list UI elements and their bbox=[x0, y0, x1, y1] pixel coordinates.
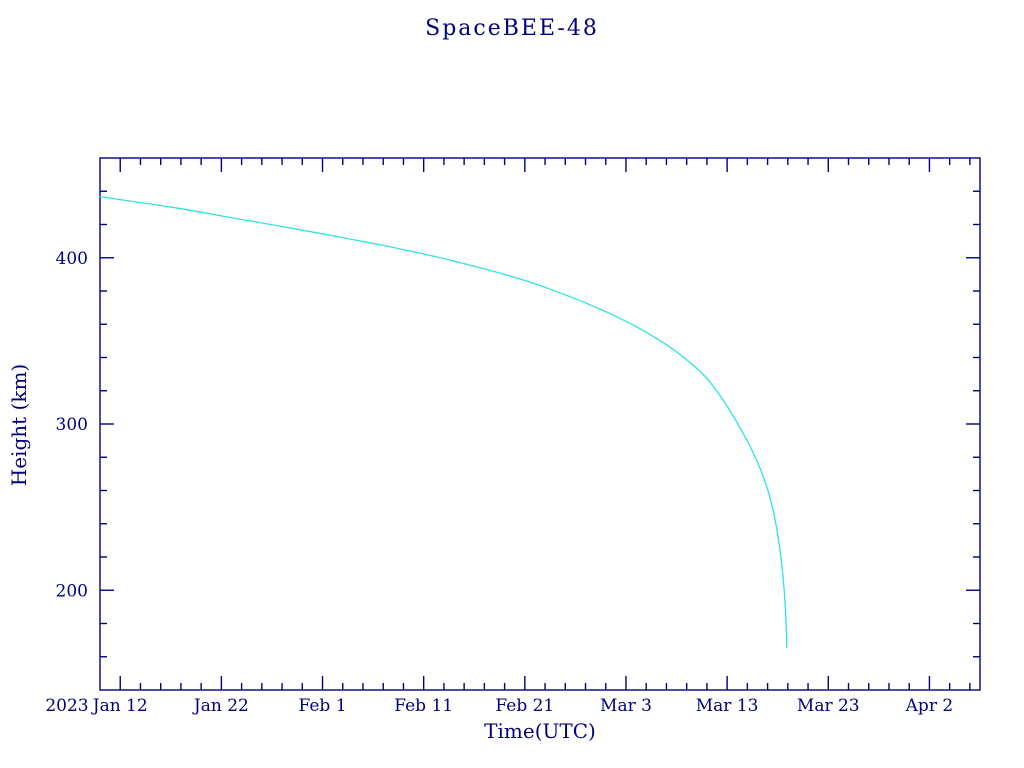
x-axis-title: Time(UTC) bbox=[484, 719, 596, 743]
x-tick-label: Feb 21 bbox=[495, 696, 554, 716]
y-axis-title: Height (km) bbox=[7, 363, 31, 487]
y-tick-label: 400 bbox=[56, 249, 88, 269]
x-tick-label: Mar 23 bbox=[797, 696, 860, 716]
chart-title: SpaceBEE-48 bbox=[425, 16, 599, 41]
x-tick-label: Jan 22 bbox=[192, 696, 249, 716]
x-tick-label: Mar 3 bbox=[600, 696, 652, 716]
x-tick-label: Feb 11 bbox=[394, 696, 453, 716]
plot-frame bbox=[99, 157, 981, 691]
y-tick-label: 200 bbox=[56, 581, 88, 601]
y-tick-label: 300 bbox=[56, 415, 88, 435]
x-tick-label: Mar 13 bbox=[696, 696, 759, 716]
x-tick-label: Feb 1 bbox=[299, 696, 347, 716]
year-label: 2023 bbox=[45, 696, 88, 716]
x-tick-label: Jan 12 bbox=[91, 696, 148, 716]
decay-curve bbox=[99, 195, 788, 649]
x-tick-label: Apr 2 bbox=[905, 696, 954, 716]
